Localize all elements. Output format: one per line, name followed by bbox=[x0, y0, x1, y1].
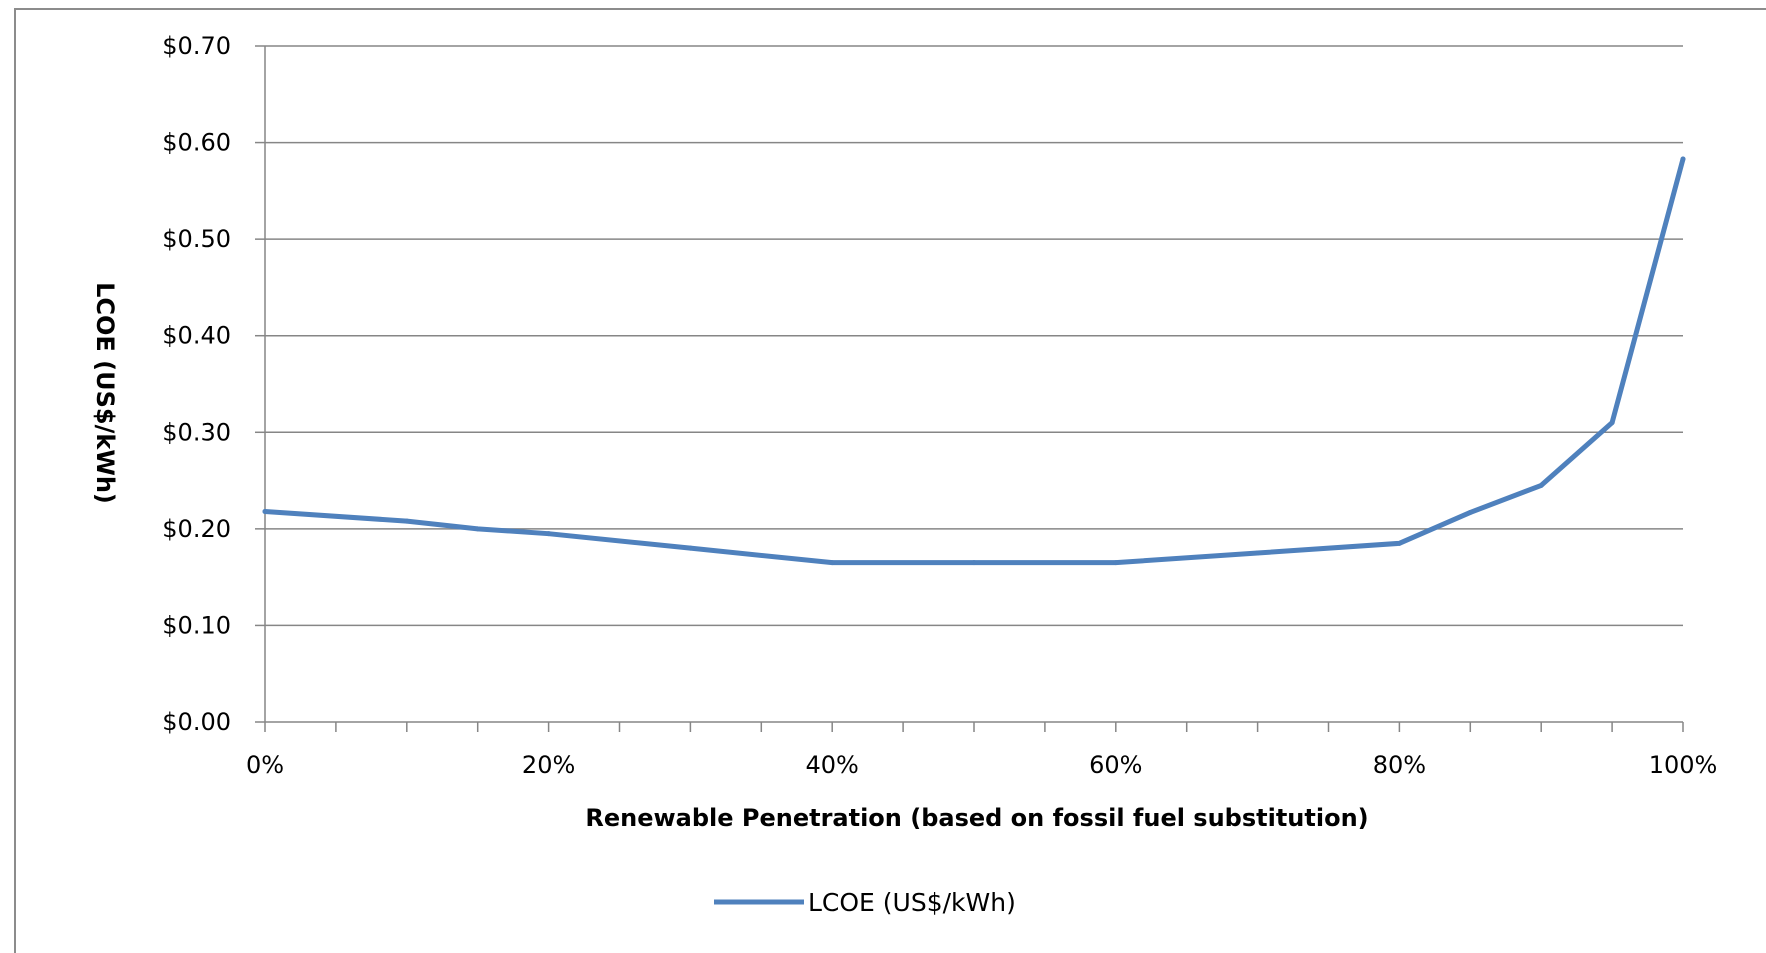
x-axis-title: Renewable Penetration (based on fossil f… bbox=[585, 804, 1368, 832]
y-tick-label: $0.60 bbox=[162, 129, 231, 157]
axes bbox=[255, 45, 1684, 732]
data-point bbox=[475, 526, 481, 532]
series-layer bbox=[262, 156, 1686, 566]
data-point bbox=[829, 560, 835, 566]
data-point bbox=[1680, 156, 1686, 162]
y-tick-label: $0.40 bbox=[162, 322, 231, 350]
legend: LCOE (US$/kWh) bbox=[714, 888, 1016, 917]
y-tick-label: $0.20 bbox=[162, 515, 231, 543]
y-tick-label: $0.70 bbox=[162, 32, 231, 60]
data-point bbox=[262, 508, 268, 514]
data-point bbox=[1538, 482, 1544, 488]
data-point bbox=[546, 531, 552, 537]
y-tick-label: $0.10 bbox=[162, 611, 231, 639]
data-point bbox=[687, 545, 693, 551]
legend-label: LCOE (US$/kWh) bbox=[808, 888, 1016, 917]
data-point bbox=[404, 518, 410, 524]
data-point bbox=[1255, 550, 1261, 556]
x-tick-label: 100% bbox=[1649, 751, 1718, 779]
data-point bbox=[1609, 420, 1615, 426]
chart-frame bbox=[14, 8, 1766, 953]
tick-labels: $0.00 $0.10 $0.20 $0.30 $0.40 $0.50 $0.60 $0.70… bbox=[162, 32, 1717, 779]
series-line-lcoe bbox=[262, 156, 1686, 566]
x-tick-label: 40% bbox=[806, 751, 859, 779]
gridlines bbox=[265, 45, 1683, 627]
y-tick-label: $0.50 bbox=[162, 225, 231, 253]
data-point bbox=[971, 560, 977, 566]
x-tick-label: 0% bbox=[246, 751, 284, 779]
data-point bbox=[1396, 540, 1402, 546]
data-point bbox=[1467, 509, 1473, 515]
y-axis-title: LCOE (US$/kWh) bbox=[91, 282, 119, 504]
y-tick-label: $0.30 bbox=[162, 418, 231, 446]
data-point bbox=[1113, 560, 1119, 566]
x-tick-label: 20% bbox=[522, 751, 575, 779]
y-tick-label: $0.00 bbox=[162, 708, 231, 736]
x-tick-label: 60% bbox=[1089, 751, 1142, 779]
x-tick-label: 80% bbox=[1373, 751, 1426, 779]
